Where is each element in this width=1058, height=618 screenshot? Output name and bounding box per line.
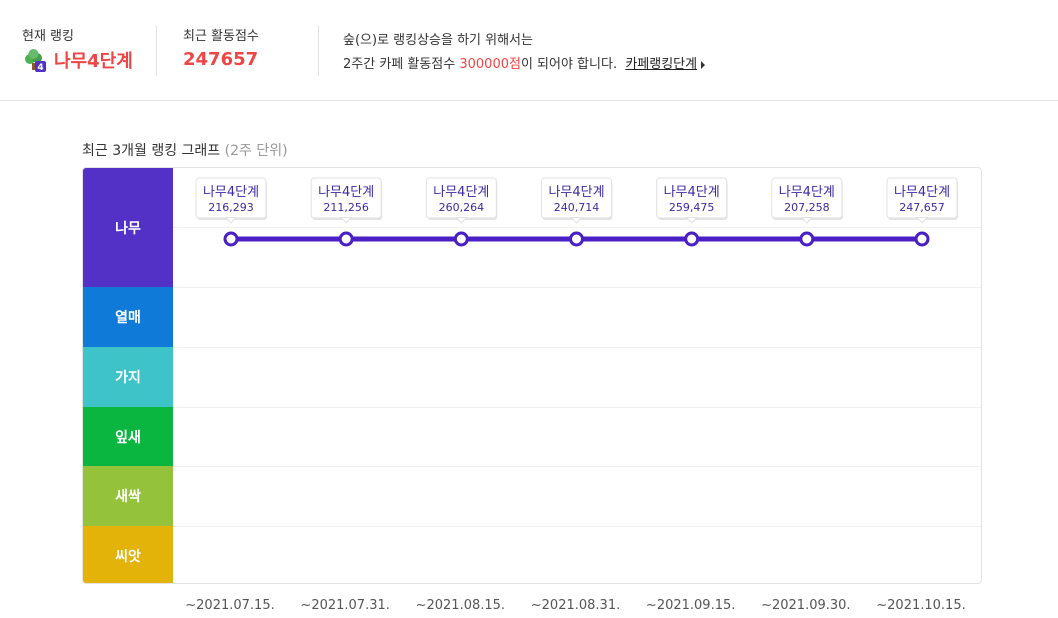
row-gridline [173, 347, 981, 348]
row-gridline [173, 287, 981, 288]
row-gridline [173, 227, 981, 228]
tooltip-pointer [570, 217, 583, 224]
tooltip-pointer [915, 217, 929, 224]
divider [156, 26, 157, 76]
info-line-2: 2주간 카페 활동점수 300000점이 되어야 합니다. 카페랭킹단계 [343, 53, 706, 77]
chart-title-text: 최근 3개월 랭킹 그래프 [82, 143, 221, 159]
divider [318, 26, 319, 76]
ranking-header: 현재 랭킹 4 나무4단계 최근 활동점수 247657 숲(으)로 랭킹상승을… [0, 0, 1058, 101]
rank-up-info: 숲(으)로 랭킹상승을 하기 위해서는 2주간 카페 활동점수 300000점이… [343, 29, 706, 77]
x-tick-label: ~2021.08.15. [415, 598, 506, 613]
point-rank-label: 나무4단계 [894, 185, 950, 200]
info-line-2-post: 이 되어야 합니다. [520, 57, 618, 72]
level-label: 열매 [83, 287, 173, 347]
current-rank-value-row: 4 나무4단계 [22, 47, 133, 73]
cafe-ranking-levels-link[interactable]: 카페랭킹단계 [625, 57, 698, 72]
chart-unit: (2주 단위) [224, 143, 288, 159]
x-tick-label: ~2021.09.30. [761, 598, 851, 613]
data-point[interactable] [914, 231, 930, 247]
current-rank-block: 현재 랭킹 4 나무4단계 [22, 25, 133, 72]
point-score-label: 240,714 [554, 201, 600, 214]
chart-title: 최근 3개월 랭킹 그래프 (2주 단위) [82, 140, 288, 160]
point-rank-label: 나무4단계 [779, 185, 835, 200]
data-point[interactable] [453, 231, 469, 247]
x-tick-label: ~2021.07.31. [300, 598, 390, 613]
point-score-label: 260,264 [439, 201, 485, 214]
point-score-label: 207,258 [784, 201, 830, 214]
current-rank-label: 현재 랭킹 [22, 29, 74, 44]
point-rank-label: 나무4단계 [548, 185, 604, 200]
x-axis-labels: ~2021.07.15. ~2021.07.31. ~2021.08.15. ~202… [0, 598, 1058, 618]
info-line-2-pre: 2주간 카페 활동점수 [343, 57, 460, 72]
level-axis: 나무 열매 가지 잎새 새싹 씨앗 [83, 168, 173, 583]
point-score-label: 216,293 [208, 201, 254, 214]
tooltip-pointer [224, 217, 238, 224]
point-score-label: 247,657 [899, 201, 945, 214]
tree-badge: 4 [37, 63, 43, 72]
recent-score-label: 최근 활동점수 [183, 29, 259, 44]
point-score-label: 211,256 [323, 201, 369, 214]
tree-level-4-icon: 4 [22, 48, 46, 72]
level-label: 새싹 [83, 466, 173, 526]
recent-score-block: 최근 활동점수 247657 [183, 25, 259, 70]
ranking-line-chart: 나무4단계216,293나무4단계211,256나무4단계260,264나무4단… [195, 177, 958, 247]
ranking-chart: 나무 열매 가지 잎새 새싹 씨앗 나무4단계 216,293 나무4단계 211,256 나무4… [82, 167, 982, 584]
row-gridline [173, 526, 981, 527]
tooltip-pointer [800, 217, 813, 224]
row-gridline [173, 466, 981, 467]
required-score: 300000점 [459, 57, 521, 72]
point-rank-label: 나무4단계 [203, 185, 259, 200]
level-label: 나무 [83, 168, 173, 287]
tooltip-pointer [685, 217, 698, 224]
x-tick-label: ~2021.07.15. [185, 598, 275, 613]
plot-area: 나무4단계 216,293 나무4단계 211,256 나무4단계 260,264 나무4단… [173, 168, 981, 583]
x-tick-label: ~2021.09.15. [645, 598, 736, 613]
point-rank-label: 나무4단계 [318, 185, 374, 200]
tooltip-pointer [455, 217, 468, 224]
point-score-label: 259,475 [669, 201, 715, 214]
data-point[interactable] [338, 231, 354, 247]
point-rank-label: 나무4단계 [664, 185, 720, 200]
point-rank-label: 나무4단계 [433, 185, 489, 200]
data-point[interactable] [684, 231, 700, 247]
level-label: 씨앗 [83, 526, 173, 583]
x-tick-label: ~2021.08.31. [530, 598, 621, 613]
x-tick-label: ~2021.10.15. [876, 598, 966, 613]
data-point[interactable] [223, 231, 239, 247]
data-point[interactable] [569, 231, 584, 247]
info-line-1: 숲(으)로 랭킹상승을 하기 위해서는 [343, 33, 533, 48]
data-point[interactable] [799, 231, 815, 247]
level-label: 가지 [83, 347, 173, 407]
recent-score-value: 247657 [183, 49, 259, 70]
caret-right-icon [701, 60, 706, 69]
level-label: 잎새 [83, 407, 173, 466]
row-gridline [173, 407, 981, 408]
tooltip-pointer [340, 217, 353, 224]
current-rank-value: 나무4단계 [54, 51, 133, 72]
